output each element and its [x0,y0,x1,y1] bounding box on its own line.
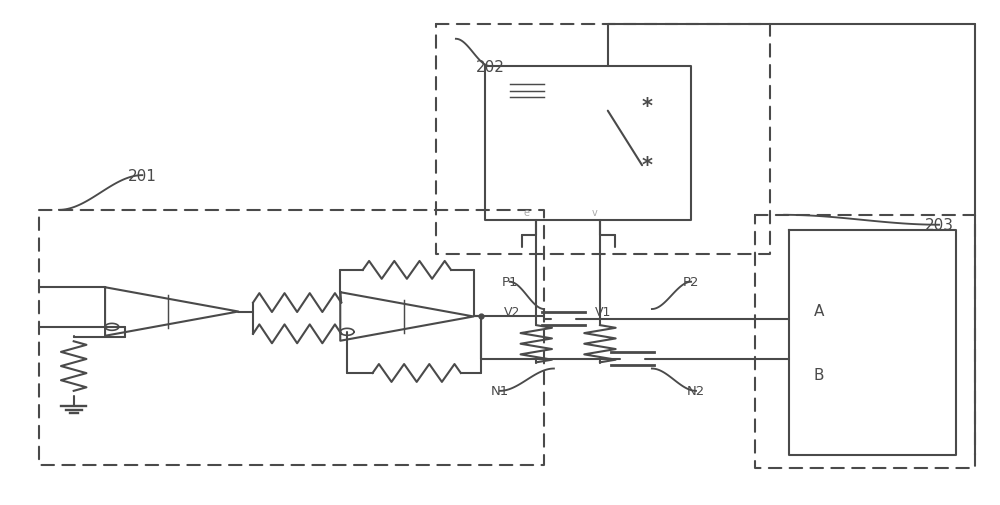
Text: N1: N1 [491,385,509,397]
Text: N2: N2 [687,385,705,397]
Text: V2: V2 [504,306,520,318]
Text: 202: 202 [476,60,505,74]
Text: P1: P1 [502,276,518,289]
Text: 203: 203 [925,218,954,233]
Text: 201: 201 [128,168,157,183]
Text: P2: P2 [683,276,699,289]
Text: e: e [523,208,529,218]
Text: V1: V1 [595,306,611,318]
Text: *: * [641,96,652,117]
Text: B: B [814,368,824,382]
Text: *: * [641,156,652,176]
Text: A: A [814,303,824,318]
Text: v: v [592,208,598,218]
